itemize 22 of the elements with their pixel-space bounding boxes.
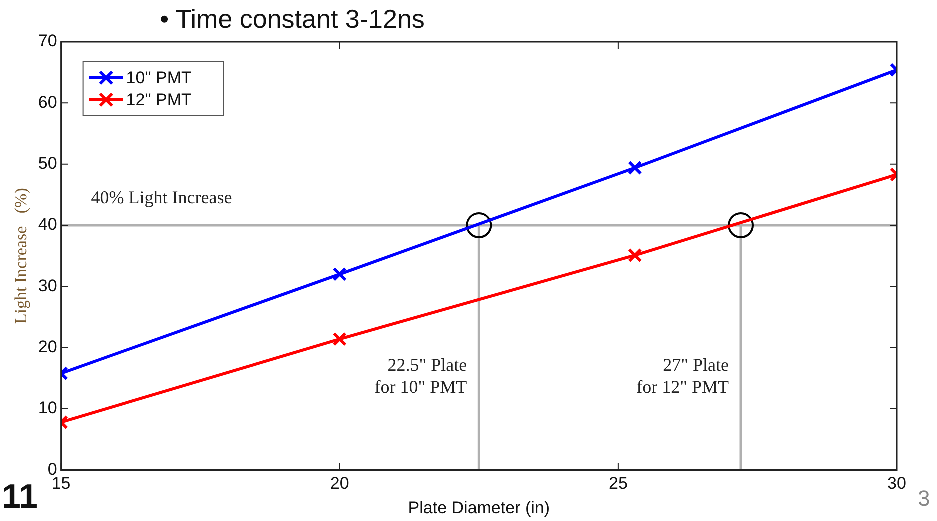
- text: 11: [2, 478, 38, 517]
- text: 3: [918, 486, 930, 512]
- y-tick-label: 10: [38, 398, 58, 418]
- x-tick-label: 25: [608, 474, 628, 494]
- x-tick-label: 15: [52, 474, 71, 494]
- y-tick-label: 60: [38, 92, 58, 112]
- x-tick-label: 30: [888, 474, 906, 494]
- x-axis-title: Plate Diameter (in): [408, 498, 550, 518]
- y-axis-title: Light Increase (%): [12, 188, 31, 324]
- y-tick-label: 30: [38, 276, 58, 296]
- y-tick-label: 70: [38, 32, 58, 51]
- ref-line-label: 40% Light Increase: [91, 188, 232, 208]
- y-tick-label: 20: [38, 338, 58, 357]
- point: [466, 212, 492, 239]
- ref-line-label: 22.5" Plate for 10" PMT: [374, 355, 468, 398]
- ref-line-label: 27" Plate for 12" PMT: [636, 355, 730, 398]
- legend-label: 12" PMT: [126, 90, 192, 110]
- x-tick-label: 20: [330, 474, 350, 494]
- y-tick-label: 50: [38, 154, 58, 174]
- legend-label: 10" PMT: [126, 68, 192, 88]
- text: • Time constant 3-12ns: [160, 4, 425, 35]
- y-tick-label: 40: [38, 215, 58, 234]
